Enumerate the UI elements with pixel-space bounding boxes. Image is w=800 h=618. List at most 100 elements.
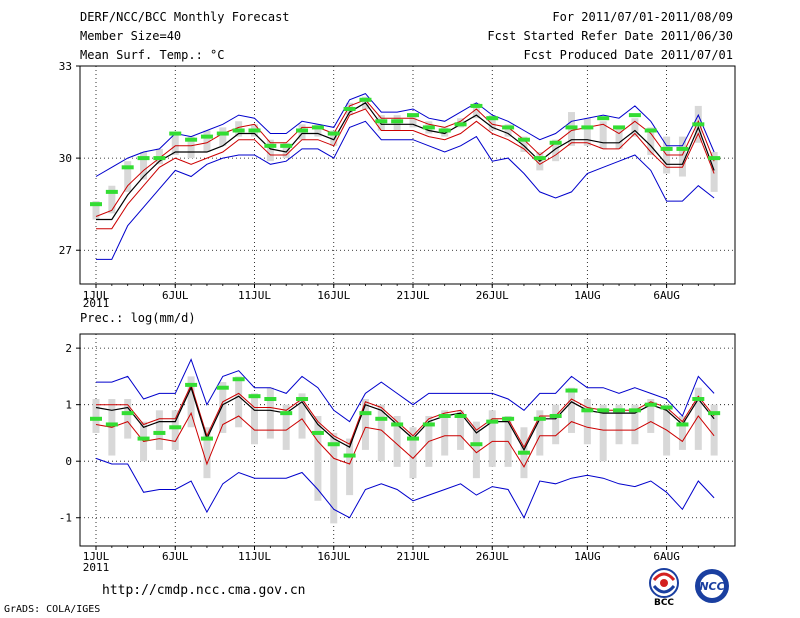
observed-marker — [232, 377, 245, 382]
observed-marker — [422, 422, 435, 427]
y-tick-label: 1 — [65, 399, 72, 412]
observed-marker — [486, 116, 499, 121]
series-lower-line — [95, 411, 715, 468]
spread-box — [124, 399, 132, 439]
observed-marker — [676, 422, 689, 427]
observed-marker — [185, 137, 198, 142]
x-tick-label: 26JUL — [476, 289, 509, 302]
ncc-logo: NCC — [695, 569, 729, 603]
spread-box — [251, 393, 258, 445]
fcst-started-date: Fcst Started Refer Date 2011/06/30 — [487, 29, 733, 43]
spread-box — [678, 136, 686, 177]
observed-marker — [438, 128, 451, 133]
observed-marker — [692, 397, 705, 402]
observed-marker — [200, 134, 213, 139]
forecast-period: For 2011/07/01-2011/08/09 — [552, 10, 733, 24]
observed-marker — [264, 397, 277, 402]
spread-box — [615, 127, 623, 149]
observed-marker — [343, 453, 356, 458]
observed-marker — [644, 128, 657, 133]
observed-marker — [613, 408, 626, 413]
spread-box — [219, 382, 227, 433]
observed-marker — [581, 408, 594, 413]
observed-marker — [90, 202, 102, 207]
x-tick-label: 1JUL — [83, 550, 110, 563]
spread-box — [92, 201, 100, 220]
spread-box — [219, 127, 227, 146]
observed-marker — [280, 411, 293, 416]
bcc-logo-text: BCC — [654, 598, 674, 606]
x-tick-label: 11JUL — [238, 550, 271, 563]
spread-box — [124, 161, 132, 192]
observed-marker — [708, 156, 721, 161]
observed-marker — [422, 125, 435, 130]
observed-marker — [692, 122, 705, 127]
observed-marker — [676, 146, 689, 151]
observed-marker — [391, 422, 404, 427]
observed-marker — [708, 411, 721, 416]
x-tick-label: 6AUG — [653, 550, 680, 563]
observed-marker — [454, 122, 467, 127]
fcst-produced-date: Fcst Produced Date 2011/07/01 — [523, 48, 733, 62]
spread-box — [171, 410, 179, 450]
spread-box — [552, 139, 560, 162]
spread-box — [488, 410, 496, 467]
observed-marker — [502, 125, 515, 130]
series-upper-line — [96, 383, 715, 449]
observed-marker — [613, 125, 626, 130]
observed-marker — [311, 125, 324, 130]
spread-box — [488, 115, 496, 131]
observed-marker — [264, 143, 277, 148]
spread-box — [330, 432, 338, 524]
observed-marker — [296, 128, 309, 133]
observed-marker — [565, 125, 578, 130]
spread-box — [409, 427, 417, 479]
observed-marker — [660, 405, 673, 410]
observed-marker — [248, 394, 261, 399]
spread-box — [171, 133, 179, 156]
x-tick-label: 26JUL — [476, 550, 509, 563]
spread-box — [155, 410, 163, 450]
spread-box — [140, 151, 148, 180]
observed-marker — [280, 143, 293, 148]
observed-marker — [169, 131, 182, 136]
series-mean-line — [95, 386, 715, 452]
x-tick-label: 6JUL — [162, 289, 189, 302]
spread-box — [568, 387, 575, 433]
source-url[interactable]: http://cmdp.ncc.cma.gov.cn — [102, 583, 306, 598]
spread-box — [282, 404, 290, 450]
observed-marker — [597, 116, 610, 121]
variable-label: Mean Surf. Temp.: °C — [80, 48, 225, 62]
observed-marker — [517, 137, 530, 142]
x-tick-label: 21JUL — [396, 550, 429, 563]
y-tick-label: 0 — [65, 455, 72, 468]
observed-marker — [311, 430, 324, 435]
observed-marker — [407, 436, 419, 441]
spread-box — [330, 130, 338, 146]
observed-marker — [628, 408, 641, 413]
observed-marker — [581, 125, 594, 130]
spread-box — [599, 404, 607, 462]
precip-panel-title: Prec.: log(mm/d) — [80, 311, 196, 325]
plot-frame — [79, 65, 736, 285]
observed-marker — [597, 408, 610, 413]
x-tick-label: 6JUL — [162, 550, 189, 563]
observed-marker — [137, 156, 150, 161]
observed-marker — [549, 140, 562, 145]
observed-marker — [660, 146, 673, 151]
x-tick-label: 21JUL — [396, 289, 429, 302]
observed-marker — [549, 413, 562, 418]
spread-box — [710, 151, 718, 192]
x-tick-label: 16JUL — [317, 550, 350, 563]
spread-box — [409, 115, 417, 128]
spread-box — [203, 427, 211, 479]
observed-marker — [470, 442, 483, 447]
spread-box — [615, 404, 623, 445]
member-size: Member Size=40 — [80, 29, 182, 43]
spread-box — [599, 121, 607, 149]
observed-marker — [343, 106, 356, 111]
spread-box — [504, 124, 512, 137]
observed-marker — [533, 416, 546, 421]
spread-box — [710, 404, 718, 456]
